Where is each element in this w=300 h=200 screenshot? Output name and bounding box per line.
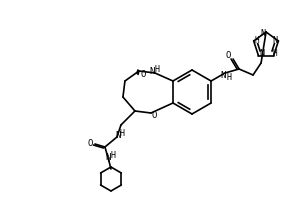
Text: N: N (115, 130, 121, 140)
Text: H: H (110, 152, 116, 160)
Text: H: H (154, 66, 159, 74)
Text: N: N (261, 29, 266, 38)
Text: N: N (272, 36, 277, 45)
Text: N: N (105, 154, 111, 162)
Text: H: H (254, 36, 259, 45)
Text: O: O (151, 110, 157, 119)
Text: O: O (87, 138, 93, 148)
Text: H: H (272, 49, 277, 58)
Text: N: N (220, 71, 226, 79)
Text: H: H (226, 72, 232, 82)
Text: H: H (119, 129, 124, 138)
Text: O: O (225, 51, 231, 60)
Text: N: N (259, 49, 264, 58)
Text: O: O (140, 70, 146, 79)
Text: N: N (149, 66, 154, 75)
